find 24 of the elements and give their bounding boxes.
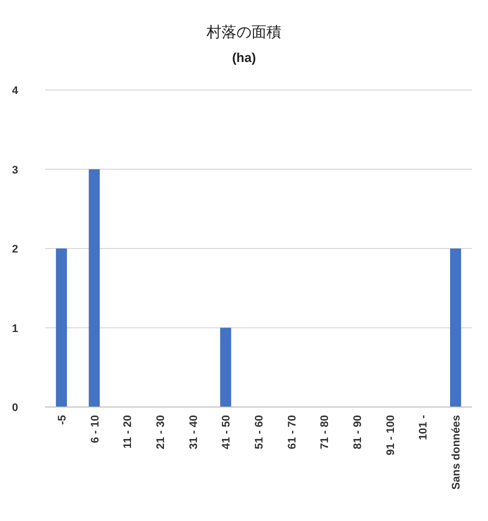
bar <box>220 328 232 407</box>
x-tick-label: 91 - 100 <box>384 415 397 456</box>
x-tick-label: 11 - 20 <box>122 415 134 449</box>
bar <box>88 169 100 407</box>
x-tick-label: 41 - 50 <box>220 415 233 450</box>
x-tick-label: 71 - 80 <box>319 415 332 450</box>
y-tick-label: 0 <box>12 402 18 414</box>
bar <box>56 248 67 407</box>
y-tick-label: 4 <box>12 85 19 97</box>
x-tick-label: 6 - 10 <box>89 415 102 444</box>
x-tick-label: -5 <box>56 415 68 425</box>
x-tick-label: 31 - 40 <box>188 415 200 450</box>
x-tick-label: 61 - 70 <box>286 415 298 450</box>
x-tick-label: 21 - 30 <box>154 415 167 450</box>
bar <box>450 248 462 407</box>
x-tick-label: 51 - 60 <box>254 415 266 450</box>
x-tick-label: 101 - <box>418 414 430 440</box>
x-tick-label: Sans données <box>450 415 463 490</box>
y-tick-label: 3 <box>12 164 18 176</box>
y-tick-label: 1 <box>12 322 18 335</box>
chart-title: 村落の面積 <box>206 24 282 41</box>
y-tick-label: 2 <box>12 244 18 256</box>
x-tick-label: 81 - 90 <box>352 415 364 450</box>
chart-subtitle: (ha) <box>232 50 256 65</box>
